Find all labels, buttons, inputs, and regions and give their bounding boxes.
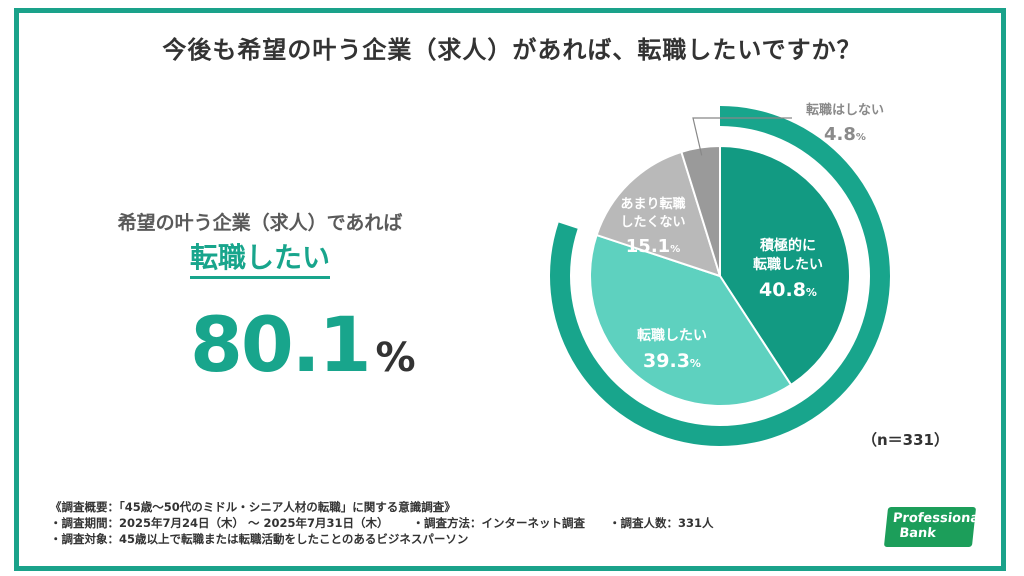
pie-leader-line-3 (692, 117, 792, 156)
footnote-summary: 《調査概要：「45歳～50代のミドル・シニア人材の転職」に関する意識調査》 (50, 500, 456, 514)
pie-label-2-line-0: あまり転職 (620, 196, 685, 212)
footnote-method: ・調査方法：インターネット調査 (412, 516, 586, 530)
highlight-emphasis: 転職したい (100, 236, 420, 279)
footnote-target: ・調査対象：45歳以上で転職または転職活動をしたことのあるビジネスパーソン (50, 532, 469, 546)
pie-slice-2 (595, 150, 722, 278)
pie-label-3: 転職はしない 4.8% (806, 102, 884, 145)
highlight-value: 80.1% (190, 300, 430, 389)
pie-label-0-line-1: 転職したい (753, 256, 823, 273)
highlight-emphasis-text: 転職したい (189, 241, 330, 279)
pie-label-2-value: 15.1% (626, 236, 680, 257)
pie-label-1: 転職したい 39.3% (637, 327, 707, 372)
pie-label-3-value: 4.8% (824, 124, 866, 145)
pie-label-3-line-0: 転職はしない (806, 102, 884, 118)
pie-label-2-line-1: したくない (620, 215, 685, 230)
footnote-period: ・調査期間：2025年7月24日（木） ～ 2025年7月31日（木） (50, 516, 389, 530)
pie-label-1-line-0: 転職したい (637, 327, 707, 344)
footnote-details: ・調査期間：2025年7月24日（木） ～ 2025年7月31日（木） ・調査方法… (50, 515, 714, 531)
pie-label-0-line-0: 積極的に (759, 237, 816, 254)
professional-bank-logo: Professional Bank (883, 507, 985, 547)
highlight-value-unit: % (375, 335, 416, 381)
pie-label-0-value: 40.8% (759, 279, 817, 301)
pie-label-1-value: 39.3% (643, 350, 701, 372)
logo-line1: Professional (892, 511, 985, 526)
sample-size-label: （n＝331） (862, 431, 949, 449)
pie-slice-1 (589, 233, 793, 407)
highlight-lead: 希望の叶う企業（求人）であれば (117, 212, 403, 234)
footnotes: 《調査概要：「45歳～50代のミドル・シニア人材の転職」に関する意識調査》 ・調… (50, 499, 714, 547)
logo-line2: Bank (898, 526, 937, 541)
highlight-value-number: 80.1 (190, 300, 372, 389)
footnote-count: ・調査人数：331人 (609, 516, 714, 530)
chart-title: 今後も希望の叶う企業（求人）があれば、転職したいですか？ (162, 36, 862, 64)
